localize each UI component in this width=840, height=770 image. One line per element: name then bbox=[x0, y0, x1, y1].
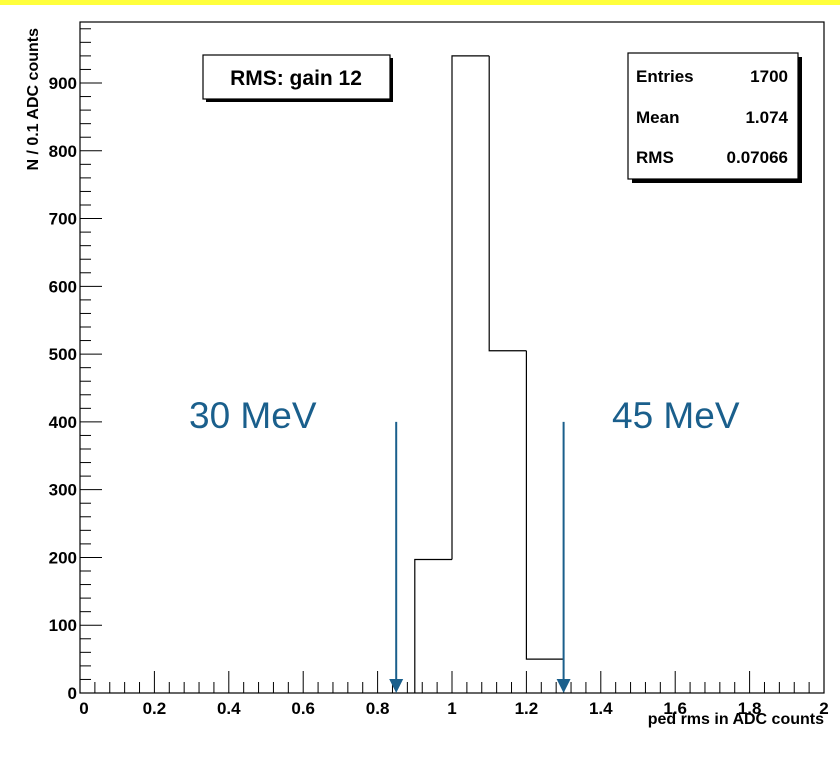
annotation-30mev-label: 30 MeV bbox=[189, 395, 317, 436]
x-tick-label: 2 bbox=[819, 699, 828, 718]
y-tick-label: 0 bbox=[68, 684, 77, 703]
histogram-bin bbox=[451, 55, 490, 560]
histogram-bin bbox=[525, 350, 564, 660]
x-tick-label: 1.4 bbox=[589, 699, 613, 718]
y-tick-label: 200 bbox=[49, 548, 77, 567]
x-tick-label: 1.6 bbox=[663, 699, 687, 718]
x-axis-ticks: 0 0.2 0.4 0.6 0.8 1 1.2 1.4 1.6 1.8 2 bbox=[79, 671, 829, 718]
slide-top-bar bbox=[0, 0, 840, 5]
histogram-bin bbox=[414, 558, 452, 693]
y-axis-title: N / 0.1 ADC counts bbox=[25, 28, 42, 171]
y-tick-label: 800 bbox=[49, 142, 77, 161]
stats-mean-label: Mean bbox=[636, 108, 679, 127]
x-tick-label: 0 bbox=[79, 699, 88, 718]
x-tick-label: 1.8 bbox=[738, 699, 762, 718]
annotation-arrow-head bbox=[556, 679, 571, 693]
y-tick-label: 400 bbox=[49, 413, 77, 432]
chart-title: RMS: gain 12 bbox=[230, 67, 362, 90]
x-tick-label: 0.8 bbox=[366, 699, 390, 718]
y-tick-label: 900 bbox=[49, 74, 77, 93]
y-tick-label: 100 bbox=[49, 616, 77, 635]
stats-box: Entries 1700 Mean 1.074 RMS 0.07066 bbox=[627, 52, 802, 183]
x-tick-label: 0.6 bbox=[291, 699, 315, 718]
stats-entries-label: Entries bbox=[636, 67, 694, 86]
stats-mean-value: 1.074 bbox=[745, 108, 788, 127]
y-tick-label: 500 bbox=[49, 345, 77, 364]
x-tick-label: 0.2 bbox=[143, 699, 167, 718]
y-tick-label: 700 bbox=[49, 210, 77, 229]
stats-rms-label: RMS bbox=[636, 148, 674, 167]
y-axis-ticks: 0 100 200 300 400 500 600 700 800 900 bbox=[49, 28, 102, 703]
x-tick-label: 1.2 bbox=[515, 699, 539, 718]
histogram-bin bbox=[488, 55, 527, 352]
stats-rms-value: 0.07066 bbox=[727, 148, 788, 167]
chart-title-box: RMS: gain 12 bbox=[202, 54, 393, 102]
annotation-arrow-head bbox=[389, 679, 404, 693]
annotation-arrows bbox=[389, 421, 571, 693]
x-axis-title: ped rms in ADC counts bbox=[648, 711, 824, 728]
y-tick-label: 300 bbox=[49, 481, 77, 500]
annotation-45mev-label: 45 MeV bbox=[612, 395, 740, 436]
x-tick-label: 0.4 bbox=[217, 699, 241, 718]
histogram-layer bbox=[414, 55, 565, 693]
stats-entries-value: 1700 bbox=[750, 67, 788, 86]
x-tick-label: 1 bbox=[447, 699, 456, 718]
y-tick-label: 600 bbox=[49, 277, 77, 296]
